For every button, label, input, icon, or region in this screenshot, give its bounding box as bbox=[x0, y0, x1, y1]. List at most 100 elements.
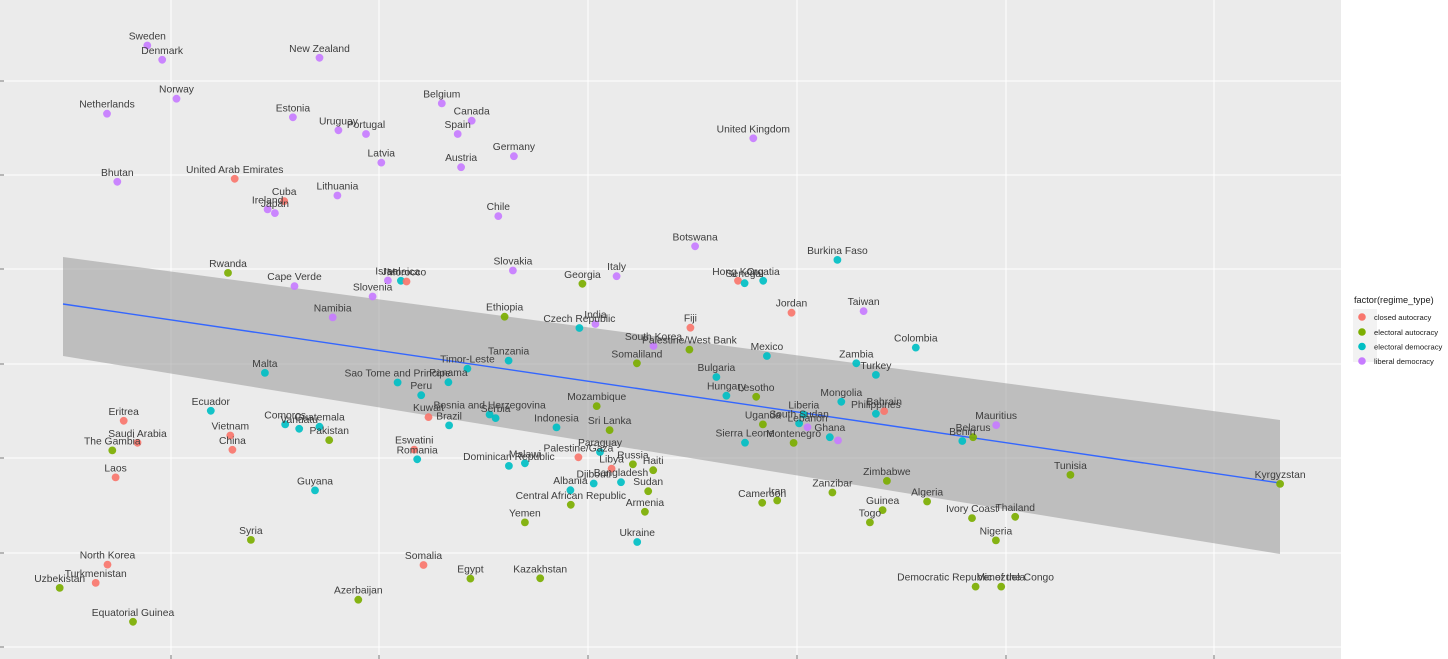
svg-text:Germany: Germany bbox=[493, 142, 536, 153]
svg-text:Lithuania: Lithuania bbox=[317, 182, 359, 193]
svg-text:Ukraine: Ukraine bbox=[619, 528, 655, 539]
svg-text:Belgium: Belgium bbox=[423, 89, 460, 100]
svg-text:United Kingdom: United Kingdom bbox=[717, 124, 790, 135]
svg-text:Nigeria: Nigeria bbox=[980, 526, 1013, 537]
svg-text:China: China bbox=[219, 436, 246, 447]
svg-text:Algeria: Algeria bbox=[911, 488, 943, 499]
svg-text:Democratic Republic of the Con: Democratic Republic of the Congo bbox=[897, 573, 1054, 584]
svg-text:Armenia: Armenia bbox=[626, 498, 665, 509]
svg-text:Italy: Italy bbox=[607, 262, 627, 273]
svg-text:Ghana: Ghana bbox=[814, 423, 845, 434]
svg-text:Philippines: Philippines bbox=[851, 400, 901, 411]
svg-text:Slovakia: Slovakia bbox=[493, 257, 532, 268]
svg-text:Haiti: Haiti bbox=[643, 456, 664, 467]
svg-text:Mongolia: Mongolia bbox=[820, 388, 862, 399]
svg-text:Togo: Togo bbox=[859, 508, 882, 519]
svg-text:Central African Republic: Central African Republic bbox=[516, 491, 626, 502]
svg-text:Malta: Malta bbox=[252, 359, 277, 370]
svg-text:Paraguay: Paraguay bbox=[578, 438, 623, 449]
svg-text:Sweden: Sweden bbox=[129, 32, 166, 43]
svg-text:Spain: Spain bbox=[445, 120, 472, 131]
svg-text:Latvia: Latvia bbox=[368, 149, 396, 160]
svg-text:Peru: Peru bbox=[410, 381, 432, 392]
svg-text:Ethiopia: Ethiopia bbox=[486, 303, 523, 314]
svg-text:Chile: Chile bbox=[487, 202, 511, 213]
svg-text:Jordan: Jordan bbox=[776, 299, 808, 310]
svg-text:Guatemala: Guatemala bbox=[294, 413, 345, 424]
svg-text:closed autocracy: closed autocracy bbox=[1374, 313, 1432, 322]
svg-text:Equatorial Guinea: Equatorial Guinea bbox=[92, 608, 175, 619]
svg-text:Azerbaijan: Azerbaijan bbox=[334, 586, 383, 597]
svg-text:Iran: Iran bbox=[768, 487, 786, 498]
svg-text:Panama: Panama bbox=[429, 368, 468, 379]
svg-text:Austria: Austria bbox=[445, 153, 477, 164]
svg-text:Japan: Japan bbox=[261, 199, 289, 210]
svg-text:Burkina Faso: Burkina Faso bbox=[807, 246, 868, 257]
svg-text:Somaliland: Somaliland bbox=[611, 349, 662, 360]
svg-text:Colombia: Colombia bbox=[894, 334, 938, 345]
svg-text:Bulgaria: Bulgaria bbox=[698, 363, 736, 374]
svg-text:Timor-Leste: Timor-Leste bbox=[440, 355, 495, 366]
svg-text:Palestine/West Bank: Palestine/West Bank bbox=[642, 336, 738, 347]
svg-text:Slovenia: Slovenia bbox=[353, 283, 393, 294]
svg-text:Indonesia: Indonesia bbox=[534, 413, 579, 424]
svg-text:electoral autocracy: electoral autocracy bbox=[1374, 328, 1438, 337]
svg-text:Georgia: Georgia bbox=[564, 270, 601, 281]
svg-text:Zanzibar: Zanzibar bbox=[812, 479, 853, 490]
svg-text:Mexico: Mexico bbox=[751, 342, 784, 353]
svg-text:Ecuador: Ecuador bbox=[192, 397, 231, 408]
svg-text:Yemen: Yemen bbox=[509, 508, 541, 519]
svg-text:Norway: Norway bbox=[159, 85, 195, 96]
svg-text:Guyana: Guyana bbox=[297, 476, 333, 487]
svg-text:Egypt: Egypt bbox=[457, 565, 483, 576]
svg-text:Namibia: Namibia bbox=[314, 303, 352, 314]
svg-text:Canada: Canada bbox=[454, 107, 490, 118]
svg-text:Benin: Benin bbox=[949, 427, 976, 438]
svg-text:Pakistan: Pakistan bbox=[309, 426, 349, 437]
svg-text:Uzbekistan: Uzbekistan bbox=[34, 574, 85, 585]
svg-text:Zambia: Zambia bbox=[839, 349, 874, 360]
svg-text:Vietnam: Vietnam bbox=[212, 422, 250, 433]
svg-text:liberal democracy: liberal democracy bbox=[1374, 357, 1434, 366]
svg-text:Syria: Syria bbox=[239, 526, 263, 537]
svg-text:Sudan: Sudan bbox=[633, 477, 663, 488]
svg-text:Taiwan: Taiwan bbox=[848, 297, 880, 308]
svg-text:Kazakhstan: Kazakhstan bbox=[513, 564, 567, 575]
svg-text:Guinea: Guinea bbox=[866, 496, 899, 507]
svg-text:The Gambia: The Gambia bbox=[84, 436, 141, 447]
svg-text:Serbia: Serbia bbox=[481, 404, 511, 415]
svg-text:Hungary: Hungary bbox=[707, 382, 747, 393]
svg-text:Netherlands: Netherlands bbox=[79, 100, 135, 111]
svg-text:Bhutan: Bhutan bbox=[101, 168, 134, 179]
svg-text:Mauritius: Mauritius bbox=[975, 411, 1017, 422]
svg-text:North Korea: North Korea bbox=[80, 551, 136, 562]
svg-text:Malawi: Malawi bbox=[509, 449, 541, 460]
svg-text:Thailand: Thailand bbox=[995, 503, 1035, 514]
svg-text:India: India bbox=[584, 310, 607, 321]
svg-text:Rwanda: Rwanda bbox=[209, 259, 247, 270]
svg-text:Ivory Coast: Ivory Coast bbox=[946, 504, 998, 515]
svg-text:Portugal: Portugal bbox=[347, 120, 385, 131]
svg-text:Romania: Romania bbox=[397, 445, 438, 456]
svg-text:factor(regime_type): factor(regime_type) bbox=[1354, 295, 1434, 305]
svg-text:Tunisia: Tunisia bbox=[1054, 461, 1087, 472]
svg-text:Fiji: Fiji bbox=[684, 314, 697, 325]
svg-text:electoral democracy: electoral democracy bbox=[1374, 343, 1443, 352]
svg-text:Denmark: Denmark bbox=[141, 46, 184, 57]
svg-text:Botswana: Botswana bbox=[672, 232, 717, 243]
svg-text:Kyrgyzstan: Kyrgyzstan bbox=[1255, 470, 1306, 481]
svg-text:Morocco: Morocco bbox=[387, 268, 427, 279]
svg-text:Brazil: Brazil bbox=[436, 411, 462, 422]
svg-text:New Zealand: New Zealand bbox=[289, 44, 350, 55]
svg-text:Uganda: Uganda bbox=[745, 410, 781, 421]
svg-text:Zimbabwe: Zimbabwe bbox=[863, 467, 911, 478]
svg-text:Djibouti: Djibouti bbox=[577, 470, 611, 481]
svg-text:Mozambique: Mozambique bbox=[567, 392, 626, 403]
svg-text:Venezuela: Venezuela bbox=[977, 573, 1025, 584]
svg-text:Laos: Laos bbox=[104, 463, 126, 474]
svg-text:Estonia: Estonia bbox=[276, 103, 311, 114]
svg-text:Croatia: Croatia bbox=[747, 267, 780, 278]
svg-text:Eritrea: Eritrea bbox=[109, 407, 140, 418]
svg-text:Cape Verde: Cape Verde bbox=[267, 272, 322, 283]
svg-text:Sri Lanka: Sri Lanka bbox=[588, 416, 632, 427]
